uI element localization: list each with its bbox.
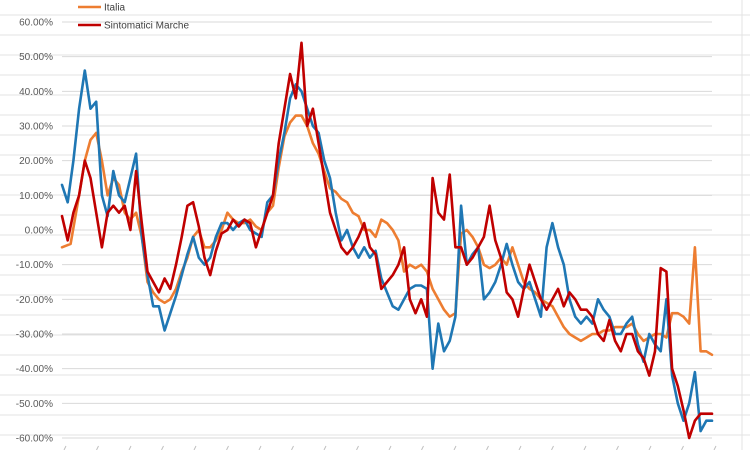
chart-gridlines xyxy=(62,21,712,439)
y-axis: 60.00% 50.00% 40.00% 30.00% 20.00% 10.00% 0.00… xyxy=(16,18,53,445)
series-layer xyxy=(60,41,714,440)
x-tick xyxy=(518,445,522,450)
y-tick-label: 30.00% xyxy=(19,122,53,133)
x-tick xyxy=(323,445,327,450)
y-tick-label: 20.00% xyxy=(19,156,53,167)
y-tick-label: -50.00% xyxy=(16,399,53,410)
legend: Italia Sintomatici Marche xyxy=(78,3,189,32)
x-tick xyxy=(681,445,684,450)
x-tick xyxy=(226,445,229,450)
x-tick xyxy=(453,445,457,450)
y-tick-label: 50.00% xyxy=(19,52,53,63)
x-axis xyxy=(63,445,717,450)
x-tick xyxy=(551,445,554,450)
y-tick-label: 0.00% xyxy=(25,226,53,237)
x-tick xyxy=(291,445,294,450)
legend-label: Italia xyxy=(104,3,126,14)
x-tick xyxy=(583,445,587,450)
series-line-1 xyxy=(60,69,714,433)
y-tick-label: -60.00% xyxy=(16,434,53,445)
x-tick xyxy=(713,445,717,450)
y-tick-label: -10.00% xyxy=(16,260,53,271)
y-tick-label: 10.00% xyxy=(19,191,53,202)
y-tick-label: 40.00% xyxy=(19,87,53,98)
legend-label: Sintomatici Marche xyxy=(104,21,189,32)
x-tick xyxy=(648,445,652,450)
x-tick xyxy=(356,445,359,450)
y-tick-label: -40.00% xyxy=(16,364,53,375)
x-tick xyxy=(388,445,392,450)
series-line-0 xyxy=(60,114,714,357)
x-tick xyxy=(128,445,132,450)
x-tick xyxy=(486,445,489,450)
y-tick-label: 60.00% xyxy=(19,18,53,29)
y-tick-label: -30.00% xyxy=(16,330,53,341)
x-tick xyxy=(421,445,424,450)
series-line-2 xyxy=(60,41,714,440)
x-tick xyxy=(96,445,99,450)
x-tick xyxy=(193,445,197,450)
x-tick xyxy=(63,445,67,450)
x-tick xyxy=(258,445,262,450)
x-tick xyxy=(161,445,164,450)
y-tick-label: -20.00% xyxy=(16,295,53,306)
x-tick xyxy=(616,445,619,450)
